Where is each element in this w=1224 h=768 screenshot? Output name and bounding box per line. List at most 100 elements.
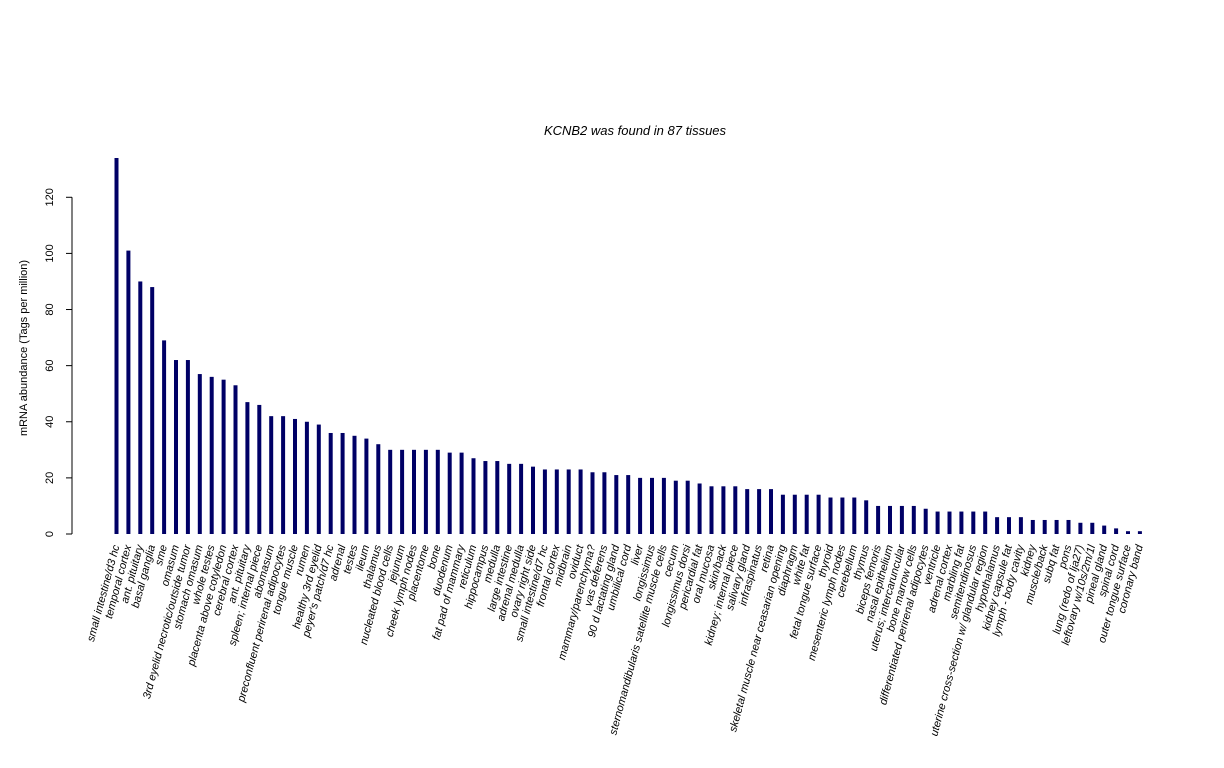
bar [828, 497, 833, 534]
bar [650, 477, 654, 534]
bar [1030, 519, 1035, 534]
bar [673, 480, 678, 534]
bar [745, 489, 750, 534]
bar [1007, 517, 1011, 534]
bar [293, 418, 297, 534]
bar [245, 402, 250, 534]
y-tick-label: 80 [44, 303, 56, 315]
bar [435, 449, 440, 534]
bar [1078, 522, 1083, 534]
bars-group [114, 158, 1142, 534]
bar [376, 444, 381, 534]
bar [281, 416, 286, 534]
bar [507, 463, 512, 534]
bar [1102, 525, 1107, 534]
bar [840, 497, 845, 534]
y-axis: 0 20 40 60 80 100 120 [44, 188, 73, 537]
bar [578, 469, 583, 534]
bar [388, 449, 393, 534]
bar [792, 494, 797, 534]
bar [816, 494, 821, 534]
bar [733, 486, 738, 534]
bar [1054, 519, 1059, 534]
y-tick-label: 120 [44, 188, 56, 206]
bar [685, 480, 690, 534]
bar [899, 505, 904, 534]
y-axis-label: mRNA abundance (Tags per million) [18, 260, 30, 436]
bar [328, 432, 333, 534]
chart-title: KCNB2 was found in 87 tissues [544, 123, 727, 138]
bar [423, 449, 428, 534]
bar [531, 466, 535, 534]
bar [602, 472, 607, 534]
bar [769, 489, 773, 534]
bar [483, 461, 488, 534]
bar [459, 452, 464, 534]
bar [804, 494, 809, 534]
bar [697, 483, 702, 534]
bar [364, 438, 369, 534]
bar [947, 511, 952, 534]
y-tick-label: 20 [44, 472, 56, 484]
bar [1042, 519, 1047, 534]
bar [412, 449, 416, 534]
bar [566, 469, 571, 534]
bar [971, 511, 976, 534]
category-label: sme [153, 544, 170, 567]
bar [447, 452, 452, 534]
bar [661, 477, 666, 534]
bar [197, 374, 202, 534]
bar [340, 432, 345, 534]
bar [709, 486, 714, 534]
y-tick-label: 60 [44, 360, 56, 372]
bar [935, 511, 940, 534]
bar [542, 469, 547, 534]
bar [852, 497, 857, 534]
bar [352, 435, 357, 534]
bar [626, 475, 631, 534]
y-tick-label: 40 [44, 416, 56, 428]
bar [174, 360, 178, 534]
bar [126, 250, 131, 534]
bar [590, 472, 595, 534]
bar [150, 287, 155, 534]
y-tick-label: 0 [44, 531, 56, 537]
bar [995, 517, 1000, 534]
bar [400, 449, 405, 534]
bar [185, 360, 190, 534]
bar [864, 500, 869, 534]
bar [1114, 528, 1119, 534]
bar [911, 505, 916, 534]
bar [1137, 531, 1142, 534]
bar [114, 158, 119, 534]
bar [519, 463, 524, 534]
bar [983, 511, 988, 534]
category-label: liver [629, 542, 646, 566]
bar [495, 461, 500, 534]
bar [959, 511, 964, 534]
bar [1066, 519, 1071, 534]
bar [757, 489, 762, 534]
bar [1018, 517, 1023, 534]
bar [554, 469, 559, 534]
bar [221, 379, 226, 534]
bar [209, 376, 214, 534]
bar [162, 340, 167, 534]
y-tick-label: 100 [44, 244, 56, 262]
bar [471, 458, 476, 534]
bar [614, 475, 619, 534]
bar [780, 494, 785, 534]
bar [316, 424, 321, 534]
bar [257, 404, 262, 534]
bar [233, 385, 238, 534]
bar [138, 281, 143, 534]
bar [269, 416, 274, 534]
bar [876, 505, 881, 534]
bar [721, 486, 726, 534]
bar [1090, 522, 1095, 534]
bar [638, 477, 643, 534]
bar [304, 421, 309, 534]
bar [923, 508, 928, 534]
